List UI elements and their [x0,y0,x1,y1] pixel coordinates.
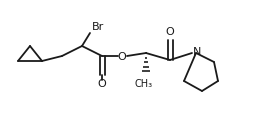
Text: Br: Br [92,22,104,32]
Text: O: O [98,78,106,88]
Text: O: O [166,27,174,37]
Text: CH₃: CH₃ [135,78,153,88]
Text: O: O [118,52,126,61]
Text: N: N [193,47,201,56]
